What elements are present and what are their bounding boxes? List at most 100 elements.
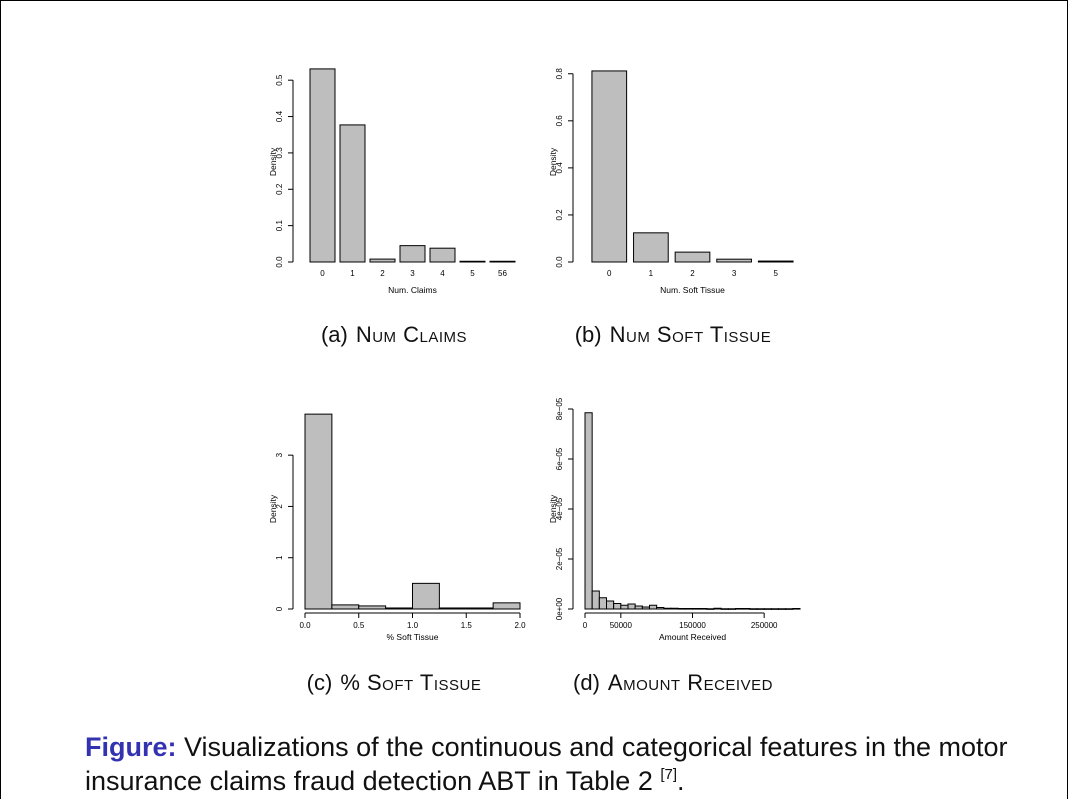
- histogram-bar: [627, 603, 636, 610]
- x-tick-label: 250000: [751, 621, 778, 630]
- histogram-bar: [465, 607, 494, 610]
- bar: [459, 260, 486, 263]
- histogram-bar: [720, 608, 729, 610]
- y-tick-label: 4e−05: [555, 497, 564, 520]
- x-tick-label: 4: [440, 269, 445, 278]
- y-axis-label: Density: [548, 147, 558, 176]
- bar: [591, 70, 628, 263]
- y-tick-label: 0.0: [275, 256, 284, 268]
- x-tick-label: 5: [470, 269, 475, 278]
- caption-end: .: [677, 766, 685, 796]
- histogram-bar: [692, 608, 701, 610]
- x-tick-label: 1.0: [407, 621, 419, 630]
- x-axis-label: Amount Received: [659, 632, 726, 642]
- histogram-bar: [785, 608, 794, 610]
- histogram-bar: [735, 608, 744, 610]
- histogram-bar: [727, 608, 736, 610]
- y-tick-label: 0.2: [275, 183, 284, 195]
- y-tick-label: 0e+00: [555, 597, 564, 620]
- histogram-bar: [792, 608, 801, 610]
- x-tick-label: 1: [350, 269, 355, 278]
- y-tick-label: 0.5: [275, 74, 284, 86]
- caption-ref: [7]: [660, 766, 678, 783]
- y-tick-label: 0.1: [275, 220, 284, 232]
- histogram-bar: [358, 605, 387, 610]
- histogram-bar: [598, 597, 608, 610]
- histogram-bar: [492, 602, 521, 610]
- bar: [399, 245, 426, 263]
- x-tick-label: 0: [607, 269, 612, 278]
- subcaption-b-title: Num Soft Tissue: [609, 322, 772, 347]
- y-tick-label: 0.8: [555, 68, 564, 80]
- subcaption-a-label: (a): [320, 322, 348, 347]
- histogram-bar: [584, 412, 593, 610]
- chart-num-soft-tissue: 0.0 0.2 0.4 0.6 0.8 Density Num. Soft Tissue 0 1…: [548, 68, 794, 295]
- y-tick-label: 8e−05: [555, 397, 564, 420]
- x-tick-label: 0: [583, 621, 588, 630]
- x-tick-label: 150000: [679, 621, 706, 630]
- bar: [633, 232, 669, 263]
- y-axis-label: Density: [548, 494, 558, 523]
- x-tick-label: 56: [498, 269, 507, 278]
- subcaption-d-label: (d): [573, 670, 600, 695]
- histogram-bar: [699, 608, 708, 610]
- histogram-bar: [438, 607, 467, 610]
- subcaption-c: (c) % Soft Tissue: [307, 670, 482, 696]
- subcaption-c-title: % Soft Tissue: [340, 670, 482, 695]
- x-tick-label: 2: [380, 269, 385, 278]
- chart-num-claims: 0.0 0.1 0.2 0.3 0.4 0.5 Density Num. Claims 0 1 2 3…: [268, 68, 516, 295]
- histogram-bar: [713, 607, 722, 610]
- subcaption-a-title: Num Claims: [355, 322, 468, 347]
- y-tick-label: 6e−05: [555, 447, 564, 470]
- histogram-bar: [770, 608, 779, 610]
- x-tick-label: 2.0: [514, 621, 526, 630]
- y-tick-label: 2e−05: [555, 547, 564, 570]
- histogram-bar: [763, 608, 772, 610]
- histogram-bar: [412, 582, 440, 610]
- y-tick-label: 0.4: [275, 110, 284, 122]
- x-tick-label: 5: [773, 269, 778, 278]
- bar: [429, 247, 456, 263]
- histogram-bar: [778, 608, 787, 610]
- y-tick-label: 0.6: [555, 115, 564, 127]
- y-tick-label: 0.2: [555, 209, 564, 221]
- histogram-bar: [641, 606, 651, 610]
- histogram-bar: [620, 604, 629, 610]
- chart-amount-received: 0e+00 2e−05 4e−05 6e−05 8e−05 Density Amount R…: [548, 397, 801, 642]
- bar: [674, 251, 711, 263]
- y-tick-label: 0.3: [275, 147, 284, 159]
- y-tick-label: 0: [275, 606, 284, 611]
- histogram-bar: [684, 608, 693, 610]
- y-tick-label: 3: [275, 452, 284, 457]
- x-tick-label: 0: [320, 269, 325, 278]
- subcaption-c-label: (c): [306, 670, 333, 695]
- y-axis-label: Density: [268, 147, 278, 176]
- bar: [369, 258, 396, 263]
- histogram-bar: [656, 607, 665, 610]
- histogram-bar: [649, 604, 658, 610]
- x-tick-label: 1: [649, 269, 654, 278]
- histogram-bar: [591, 590, 600, 610]
- histogram-bar: [706, 608, 715, 610]
- histogram-bar: [663, 607, 672, 610]
- histogram-bar: [756, 608, 765, 610]
- histogram-bar: [331, 604, 360, 610]
- histogram-bar: [634, 605, 643, 610]
- x-tick-label: 1.5: [461, 621, 473, 630]
- bar: [339, 124, 366, 263]
- figure-caption: Figure: Visualizations of the continuous…: [85, 730, 1025, 798]
- y-tick-label: 2: [275, 504, 284, 509]
- subcaption-b: (b) Num Soft Tissue: [575, 322, 772, 348]
- x-tick-label: 0.5: [353, 621, 365, 630]
- histogram-bar: [749, 608, 758, 610]
- chart-pct-soft-tissue: 0 1 2 3 Density % Soft Tissue 0.0 0.5 1.0 1.5 2.0: [268, 413, 526, 642]
- histogram-bar: [606, 600, 615, 610]
- y-tick-label: 1: [275, 555, 284, 560]
- bar: [716, 258, 752, 263]
- caption-text: Visualizations of the continuous and cat…: [85, 732, 1008, 796]
- bar: [489, 260, 516, 263]
- x-tick-label: 2: [690, 269, 695, 278]
- subcaption-d-title: Amount Received: [607, 670, 773, 695]
- subcaption-b-label: (b): [574, 322, 602, 347]
- x-tick-label: 0.0: [299, 621, 311, 630]
